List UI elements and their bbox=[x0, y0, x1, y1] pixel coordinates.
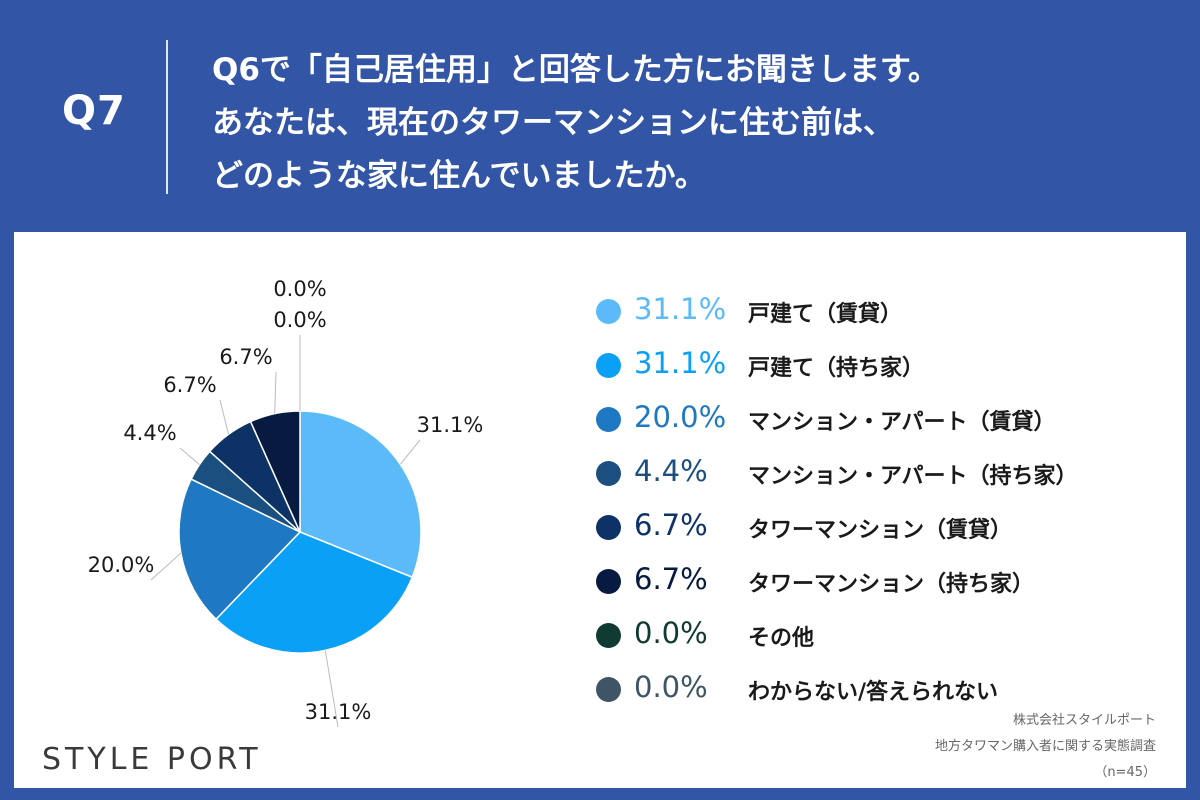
legend-swatch-6 bbox=[596, 569, 621, 594]
legend-label-1: 戸建て（賃貸） bbox=[748, 302, 903, 327]
question-header: Q7 Q6で「自己居住用」と回答した方にお聞きします。 あなたは、現在のタワーマ… bbox=[0, 0, 1200, 232]
question-line-2: あなたは、現在のタワーマンションに住む前は、 bbox=[212, 105, 894, 141]
pie-value-label-2: 31.1% bbox=[305, 700, 372, 724]
legend-value-2: 31.1% bbox=[634, 346, 727, 380]
legend-item-2: 31.1% 戸建て（持ち家） bbox=[596, 344, 1156, 384]
question-number: Q7 bbox=[62, 88, 126, 134]
legend-item-3: 20.0% マンション・アパート（賃貸） bbox=[596, 398, 1156, 438]
legend-value-1: 31.1% bbox=[634, 292, 727, 326]
legend-swatch-7 bbox=[596, 623, 621, 648]
pie-chart: 31.1%31.1%20.0%4.4%6.7%6.7%0.0%0.0% bbox=[88, 277, 484, 728]
legend-item-4: 4.4% マンション・アパート（持ち家） bbox=[596, 452, 1156, 492]
question-line-1: Q6で「自己居住用」と回答した方にお聞きします。 bbox=[212, 52, 939, 88]
legend-item-6: 6.7% タワーマンション（持ち家） bbox=[596, 560, 1156, 600]
legend-swatch-1 bbox=[596, 299, 621, 324]
source-company: 株式会社スタイルポート bbox=[1012, 713, 1156, 728]
leader-line-4 bbox=[179, 447, 200, 465]
leader-line-5 bbox=[219, 399, 230, 435]
legend-value-3: 20.0% bbox=[634, 400, 727, 434]
pie-value-label-1: 31.1% bbox=[417, 413, 484, 437]
legend-label-5: タワーマンション（賃貸） bbox=[748, 518, 1013, 543]
legend-label-2: 戸建て（持ち家） bbox=[748, 356, 925, 381]
legend-swatch-3 bbox=[596, 407, 621, 432]
leader-line-6 bbox=[274, 371, 277, 414]
legend-label-7: その他 bbox=[748, 626, 815, 651]
legend-swatch-2 bbox=[596, 353, 621, 378]
legend-label-6: タワーマンション（持ち家） bbox=[748, 572, 1035, 597]
question-line-3: どのような家に住んでいましたか。 bbox=[212, 158, 706, 194]
pie-slice-2 bbox=[215, 531, 414, 654]
pie-value-label-6: 6.7% bbox=[219, 345, 272, 369]
legend-value-8: 0.0% bbox=[634, 670, 708, 704]
legend-value-6: 6.7% bbox=[634, 562, 708, 596]
source-note: 株式会社スタイルポート 地方タワマン購入者に関する実態調査 （n=45） bbox=[935, 708, 1156, 786]
legend-item-5: 6.7% タワーマンション（賃貸） bbox=[596, 506, 1156, 546]
legend-value-7: 0.0% bbox=[634, 616, 708, 650]
legend-item-8: 0.0% わからない/答えられない bbox=[596, 668, 1156, 708]
legend-value-4: 4.4% bbox=[634, 454, 708, 488]
pie-value-label-7: 0.0% bbox=[273, 308, 326, 332]
legend-label-8: わからない/答えられない bbox=[748, 680, 999, 705]
pie-value-label-3: 20.0% bbox=[88, 553, 155, 577]
pie-value-label-4: 4.4% bbox=[123, 421, 176, 445]
source-survey: 地方タワマン購入者に関する実態調査 bbox=[934, 739, 1156, 754]
leader-line-3 bbox=[150, 552, 182, 581]
legend-value-5: 6.7% bbox=[634, 508, 708, 542]
pie-slice-3 bbox=[178, 478, 302, 621]
legend-label-4: マンション・アパート（持ち家） bbox=[748, 464, 1078, 489]
source-sample-size: （n=45） bbox=[1094, 765, 1156, 780]
header-divider bbox=[166, 40, 168, 194]
pie-value-label-5: 6.7% bbox=[163, 373, 216, 397]
leader-line-1 bbox=[399, 439, 421, 465]
style-port-logo: STYLE PORT bbox=[42, 742, 262, 777]
legend-swatch-5 bbox=[596, 515, 621, 540]
pie-value-label-8: 0.0% bbox=[273, 277, 326, 301]
legend-swatch-4 bbox=[596, 461, 621, 486]
chart-panel: 31.1% 31.1% 20.0% 4.4% 6.7% 6.7% 0.0% 0.0% 31.1… bbox=[14, 232, 1186, 788]
legend-item-1: 31.1% 戸建て（賃貸） bbox=[596, 290, 1156, 330]
leader-line-2 bbox=[324, 650, 339, 728]
legend-swatch-8 bbox=[596, 677, 621, 702]
legend-label-3: マンション・アパート（賃貸） bbox=[748, 410, 1056, 435]
question-text: Q6で「自己居住用」と回答した方にお聞きします。 あなたは、現在のタワーマンショ… bbox=[212, 44, 939, 203]
legend-item-7: 0.0% その他 bbox=[596, 614, 1156, 654]
